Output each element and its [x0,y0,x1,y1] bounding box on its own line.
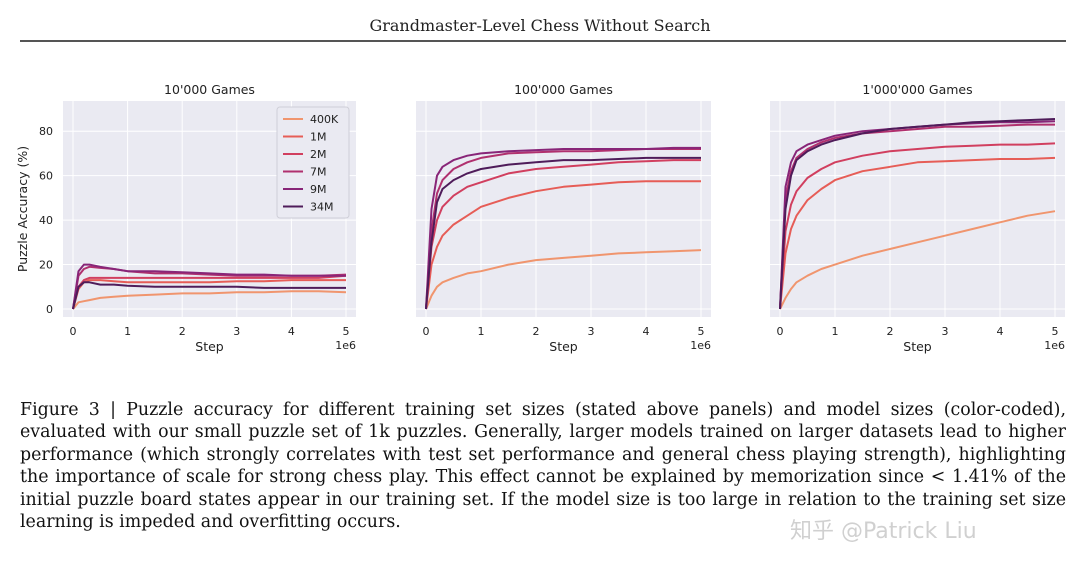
panel-title: 100'000 Games [514,82,613,97]
legend-label: 34M [310,201,334,214]
plot-area [416,101,711,317]
series-line-34m [425,156,701,310]
series-line-2m [779,142,1056,310]
series-line-400k [425,249,702,310]
x-axis-label: Step [903,339,932,354]
x-tick-label: 2 [179,325,186,338]
header-rule [20,40,1066,42]
x-offset-label: 1e6 [1044,339,1065,352]
legend-box [276,106,350,219]
figure-caption: Figure 3 | Puzzle accuracy for different… [20,400,1066,533]
x-axis-label: Step [195,339,224,354]
legend-label: 1M [310,131,327,144]
series-line-1m [425,180,701,310]
x-tick-label: 0 [777,325,784,338]
y-tick-label: 80 [39,125,53,138]
legend-label: 7M [310,166,327,179]
running-header: Grandmaster-Level Chess Without Search [369,16,711,35]
series-line-9m [425,146,701,310]
series-line-9m [72,263,346,310]
x-tick-label: 1 [832,325,839,338]
series-line-9m [779,120,1056,310]
series-line-34m [779,118,1056,310]
x-tick-label: 3 [233,325,240,338]
y-axis-label: Puzzle Accuracy (%) [15,146,30,272]
x-tick-label: 2 [533,325,540,338]
series-line-1m [779,156,1056,310]
panel-title: 1'000'000 Games [862,82,972,97]
series-line-400k [779,210,1056,310]
series-line-34m [72,281,346,310]
x-tick-label: 5 [343,325,350,338]
x-tick-label: 3 [588,325,595,338]
x-tick-label: 1 [124,325,131,338]
x-tick-label: 0 [423,325,430,338]
x-tick-label: 2 [887,325,894,338]
y-tick-label: 20 [39,259,53,272]
y-tick-label: 60 [39,170,53,183]
x-tick-label: 5 [698,325,705,338]
x-tick-label: 5 [1052,325,1059,338]
x-tick-label: 4 [288,325,295,338]
x-tick-label: 1 [478,325,485,338]
y-tick-label: 0 [46,303,53,316]
series-line-2m [72,274,347,310]
x-offset-label: 1e6 [335,339,356,352]
legend-label: 9M [310,183,327,196]
x-tick-label: 4 [997,325,1004,338]
x-axis-label: Step [549,339,578,354]
legend-label: 400K [310,113,339,126]
series-line-2m [425,159,701,310]
x-offset-label: 1e6 [690,339,711,352]
series-line-400k [72,290,347,310]
y-tick-label: 40 [39,214,53,227]
plot-area [770,101,1065,317]
x-tick-label: 3 [942,325,949,338]
x-tick-label: 0 [70,325,77,338]
x-tick-label: 4 [643,325,650,338]
legend-label: 2M [310,148,327,161]
panel-title: 10'000 Games [164,82,255,97]
